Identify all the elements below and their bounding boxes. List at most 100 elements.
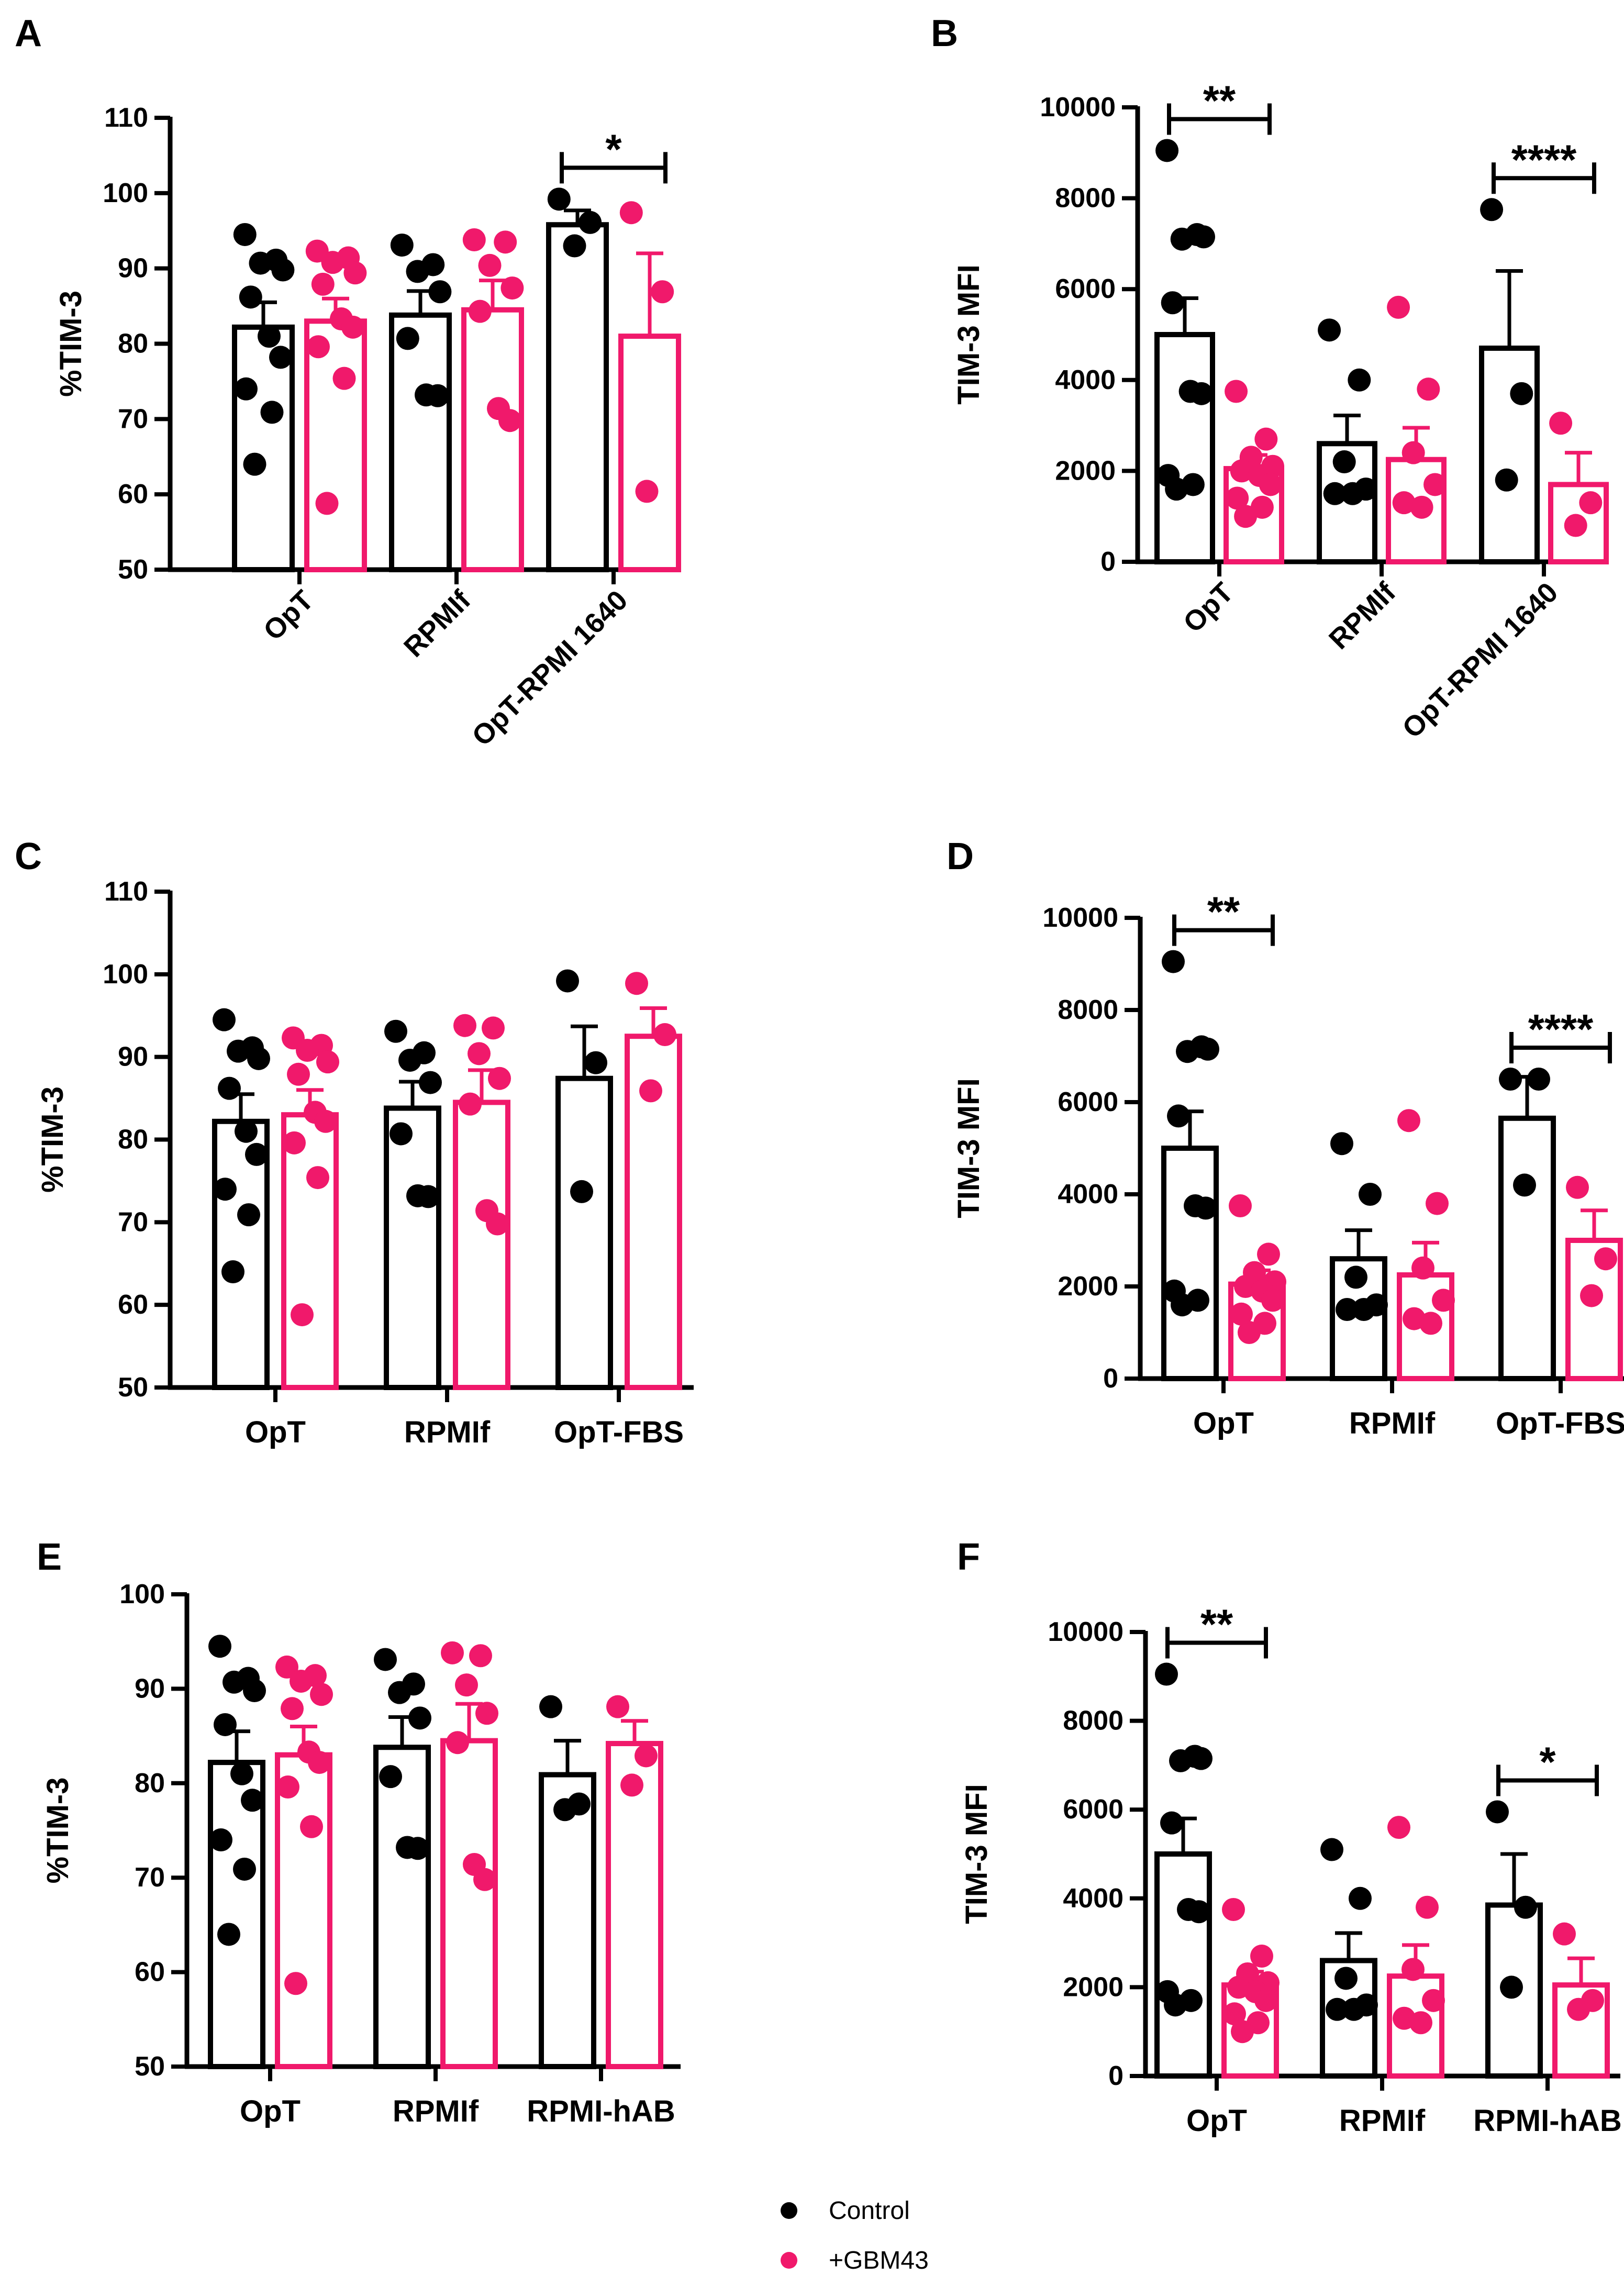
data-point [209,1828,232,1852]
data-point [1401,1958,1425,1981]
data-point [1326,1997,1349,2021]
data-point [1320,1838,1343,1861]
y-tick-label: 50 [135,2051,165,2082]
y-tick-label: 10000 [1040,92,1116,123]
data-point [1480,198,1504,221]
data-point [651,280,674,304]
y-axis-label: TIM-3 MFI [952,1078,986,1218]
data-point [1259,473,1282,496]
data-point [453,1014,476,1037]
y-tick-label: 0 [1100,547,1116,577]
data-point [1254,1989,1277,2012]
data-point [1397,1109,1420,1133]
legend-control-label: Control [829,2197,910,2225]
data-point [237,1203,260,1227]
x-tick-label: RPMIf [393,2094,479,2128]
data-point [398,1048,421,1072]
data-point [321,251,344,274]
data-point [1342,1997,1365,2021]
y-tick-label: 90 [118,253,148,284]
data-point [619,201,643,225]
data-point [218,1076,241,1100]
data-point [1387,295,1410,319]
data-point [1341,482,1364,505]
y-tick-label: 10000 [1048,1617,1124,1647]
data-point [296,1039,319,1062]
data-point [1349,1886,1372,1910]
data-point [441,1641,464,1664]
data-point [217,1923,240,1946]
data-point [1579,491,1603,515]
panel-c: C 50 60 70 80 90 100 110 %TIM-3 OpT RPMIf OpT-FBS [15,836,694,1449]
data-point [241,1789,264,1812]
data-point [1261,1289,1284,1312]
data-point [300,1815,323,1838]
significance-label: ** [1203,77,1236,124]
data-point [1223,2002,1246,2026]
data-point [635,480,659,503]
data-point [482,1016,505,1040]
data-point [462,228,486,252]
data-point [341,315,364,339]
x-tick-label: OpT-FBS [554,1415,684,1449]
y-tick-label: 90 [135,1673,165,1704]
panel-letter: D [947,836,974,878]
data-point [239,285,262,309]
data-point [281,1697,304,1720]
data-point [1196,1037,1219,1061]
y-tick-label: 6000 [1058,1087,1118,1117]
data-point [214,1178,237,1201]
panel-letter: B [931,13,958,54]
panel-d: D 0 2000 4000 6000 8000 10000 TIM-3 MFI OpT RPMIf… [947,836,1624,1440]
data-point [406,1837,429,1860]
y-tick-label: 90 [118,1042,148,1072]
data-point [1510,382,1533,405]
data-point [1229,1194,1252,1217]
data-point [208,1635,231,1658]
y-axis-label: TIM-3 MFI [952,264,986,404]
data-point [1409,2011,1432,2035]
data-point [284,1972,307,1995]
data-point [1419,1312,1442,1335]
data-point [498,409,521,432]
y-tick-label: 70 [135,1862,165,1893]
data-point [547,187,571,211]
y-tick-label: 110 [104,103,148,133]
data-point [1352,1298,1375,1321]
x-tick-label: OpT [1186,2104,1247,2138]
data-point [1234,505,1258,528]
data-point [606,1695,629,1718]
data-point [1411,1256,1434,1280]
data-point [1423,473,1447,496]
data-point [563,234,586,258]
data-point [570,1180,593,1203]
data-point [290,1669,313,1693]
data-point [1169,1749,1192,1772]
data-point [230,1762,253,1785]
y-axis-label: TIM-3 MFI [960,1784,994,1924]
data-point [1594,1247,1617,1271]
data-point [1165,478,1188,501]
data-point [1401,441,1425,464]
data-point [1330,1132,1353,1156]
data-point [1359,1183,1382,1206]
data-point [227,1039,250,1063]
data-point [1155,1662,1178,1686]
x-tick-label: OpT [240,2094,301,2128]
data-point [1417,378,1440,401]
data-point [1553,1922,1576,1946]
data-point [1222,1898,1245,1921]
data-point [390,1122,413,1146]
x-tick-label: RPMIf [404,1415,491,1449]
data-point [620,1773,643,1797]
x-tick-label: RPMIf [1339,2104,1426,2138]
data-point [478,253,502,277]
data-point [419,1071,442,1094]
data-point [579,210,602,234]
data-point [316,1050,339,1074]
y-tick-label: 50 [118,1372,148,1403]
data-point [374,1648,397,1671]
data-point [475,1702,498,1725]
